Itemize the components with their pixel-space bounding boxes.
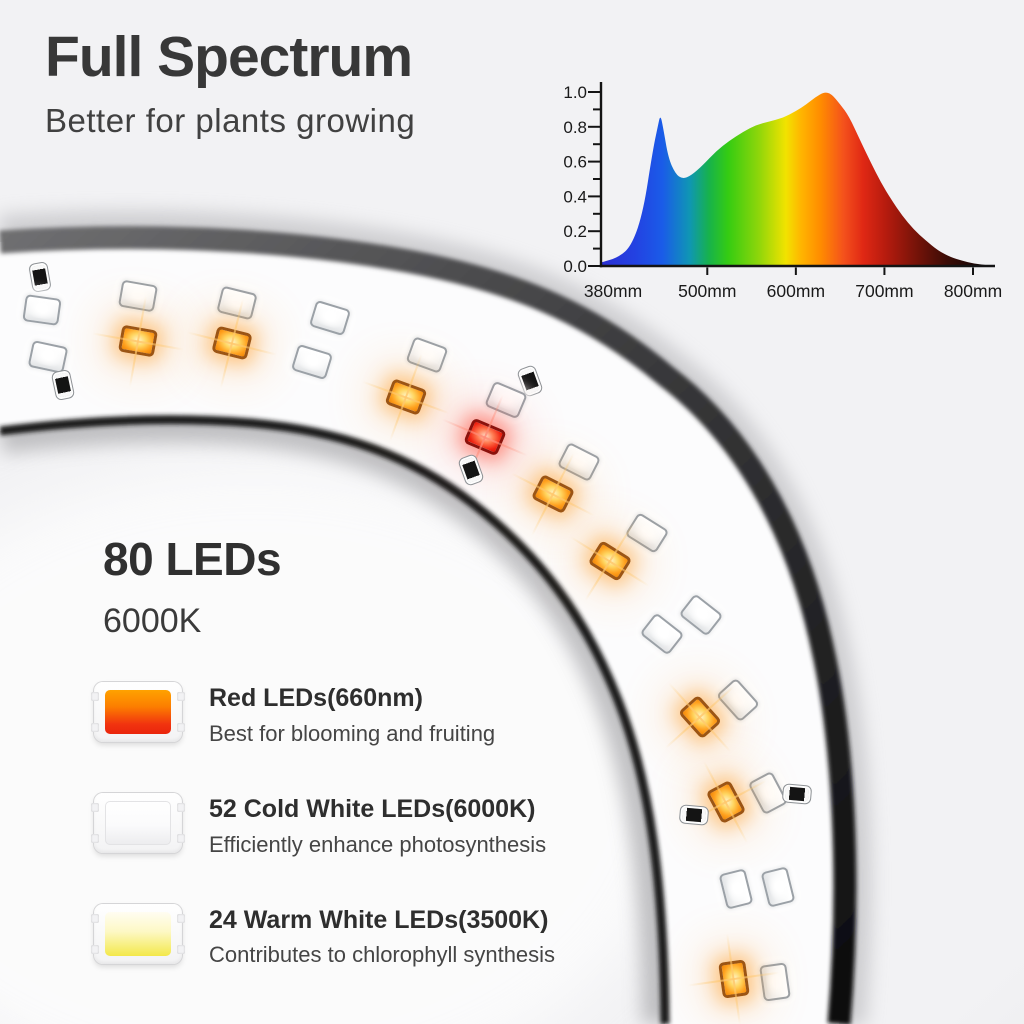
amber-led <box>677 694 723 740</box>
amber-led <box>530 473 576 515</box>
warm-white-led-chip-icon <box>91 903 185 964</box>
header: Full Spectrum Better for plants growing <box>45 25 416 140</box>
led-count-label: 80 LEDs <box>103 533 282 585</box>
x-tick-label: 700mm <box>855 281 913 301</box>
x-tick-label: 500mm <box>678 281 736 301</box>
white-led <box>556 441 602 483</box>
white-led <box>760 866 796 908</box>
chip-notch <box>177 833 185 843</box>
resistor-chip <box>54 372 72 398</box>
y-ticks: 0.0 0.2 0.4 0.6 0.8 1.0 <box>563 83 601 276</box>
legend-text: 52 Cold White LEDs(6000K) Efficiently en… <box>209 793 546 858</box>
white-led <box>759 962 791 1002</box>
white-led <box>678 593 724 637</box>
y-tick-label: 0.4 <box>563 187 587 206</box>
amber-led <box>718 959 750 999</box>
chip-notch <box>177 692 185 701</box>
red-led-chip-icon <box>91 682 185 742</box>
chip-color-cold-white <box>105 800 171 845</box>
chip-notch <box>91 802 99 812</box>
resistor-chip <box>31 264 49 290</box>
chip-notch <box>177 802 185 812</box>
legend-title-red: Red LEDs(660nm) <box>209 684 423 712</box>
y-tick-label: 1.0 <box>563 83 587 102</box>
axes <box>599 82 995 268</box>
x-tick-label: 380mm <box>584 281 642 301</box>
legend-title-warm-white: 24 Warm White LEDs(3500K) <box>209 905 549 934</box>
legend-desc-cold-white: Efficiently enhance photosynthesis <box>209 831 547 857</box>
spectrum-area <box>601 92 987 266</box>
white-led <box>639 612 685 656</box>
legend-desc-warm-white: Contributes to chlorophyll synthesis <box>209 942 556 968</box>
color-temp-label: 6000K <box>103 602 202 640</box>
white-led <box>117 279 159 313</box>
inner-glow <box>0 465 685 1024</box>
spectrum-chart: 0.0 0.2 0.4 0.6 0.8 1.0 380mm 500mm 600mm 700mm 80… <box>563 82 1002 301</box>
y-tick-label: 0.0 <box>563 257 587 276</box>
white-led <box>308 299 352 337</box>
ring-band <box>0 237 845 1024</box>
resistor-chip <box>460 456 482 484</box>
white-led <box>27 340 69 374</box>
page-subtitle: Better for plants growing <box>45 101 416 139</box>
amber-led <box>211 325 253 361</box>
legend-text: 24 Warm White LEDs(3500K) Contributes to… <box>209 904 555 969</box>
white-led <box>747 770 789 816</box>
chip-color-warm-white <box>105 911 171 956</box>
resistor-chip <box>784 786 810 802</box>
white-led <box>715 677 761 723</box>
amber-led <box>384 378 428 416</box>
cold-white-led-chip-icon <box>91 792 185 853</box>
resistor-chip <box>681 807 707 823</box>
inner-rim <box>0 415 670 1024</box>
chip-notch <box>91 723 99 732</box>
x-tick-label: 600mm <box>767 281 825 301</box>
chip-notch <box>177 913 185 923</box>
x-tick-label: 800mm <box>944 281 1002 301</box>
white-led <box>22 294 62 326</box>
amber-led <box>705 779 747 825</box>
y-tick-label: 0.6 <box>563 153 587 172</box>
resistor-chip <box>519 367 541 395</box>
amber-led <box>587 540 633 582</box>
chip-notch <box>91 944 99 954</box>
page-title: Full Spectrum <box>45 25 413 89</box>
outer-rim <box>0 226 857 1024</box>
chip-notch <box>177 723 185 732</box>
white-led <box>718 868 754 910</box>
chip-color-red <box>105 690 171 734</box>
chip-notch <box>91 833 99 843</box>
legend-desc-red: Best for blooming and fruiting <box>209 720 496 746</box>
white-led <box>624 512 670 554</box>
white-led <box>484 380 528 420</box>
chip-notch <box>91 913 99 923</box>
legend-text: Red LEDs(660nm) Best for blooming and fr… <box>209 682 495 747</box>
chip-notch <box>177 944 185 954</box>
chip-notch <box>91 692 99 701</box>
y-tick-label: 0.2 <box>563 222 587 241</box>
legend-item-warm-white: 24 Warm White LEDs(3500K) Contributes to… <box>91 903 555 969</box>
amber-led <box>117 324 159 358</box>
white-led <box>290 343 334 381</box>
led-legend: Red LEDs(660nm) Best for blooming and fr… <box>91 682 555 1014</box>
y-tick-label: 0.8 <box>563 118 587 137</box>
legend-item-cold-white: 52 Cold White LEDs(6000K) Efficiently en… <box>91 792 555 858</box>
red-led <box>463 417 507 457</box>
led-spec: 80 LEDs 6000K <box>103 532 282 641</box>
x-ticks: 380mm 500mm 600mm 700mm 800mm <box>584 267 1002 301</box>
white-led <box>405 336 449 374</box>
legend-title-cold-white: 52 Cold White LEDs(6000K) <box>209 794 536 823</box>
legend-item-red: Red LEDs(660nm) Best for blooming and fr… <box>91 682 555 747</box>
